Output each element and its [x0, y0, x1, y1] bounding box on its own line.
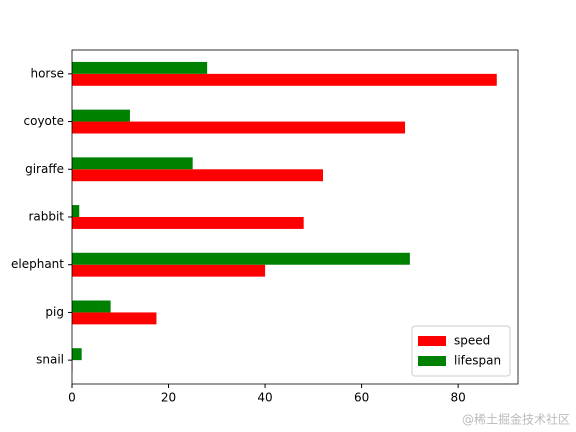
bar: [72, 348, 82, 361]
x-tick-label: 0: [68, 391, 76, 405]
watermark: @稀土掘金技术社区: [462, 412, 570, 427]
bar: [72, 73, 497, 86]
y-tick-label: coyote: [24, 114, 64, 128]
x-tick-label: 80: [451, 391, 466, 405]
bar: [72, 169, 323, 182]
bar: [72, 121, 406, 134]
bar: [72, 312, 157, 325]
legend-label: lifespan: [454, 354, 501, 368]
bar: [72, 217, 304, 229]
y-tick-label: giraffe: [25, 162, 64, 176]
bar: [72, 157, 193, 170]
legend-label: speed: [454, 334, 490, 348]
x-tick-label: 60: [354, 391, 369, 405]
legend-swatch: [418, 356, 446, 366]
x-tick-label: 20: [161, 391, 176, 405]
plot-frame: [71, 49, 519, 385]
x-tick-label: 40: [257, 391, 272, 405]
y-tick-label: horse: [30, 66, 64, 80]
bar: [72, 205, 80, 217]
y-tick-label: pig: [45, 305, 64, 319]
bar: [72, 300, 111, 313]
legend-swatch: [418, 336, 446, 346]
y-tick-label: snail: [36, 353, 64, 367]
y-tick-label: elephant: [11, 257, 64, 271]
bar: [72, 61, 208, 74]
bar: [72, 264, 266, 277]
y-tick-label: rabbit: [28, 210, 64, 224]
bar: [72, 252, 410, 265]
bar: [72, 109, 130, 122]
